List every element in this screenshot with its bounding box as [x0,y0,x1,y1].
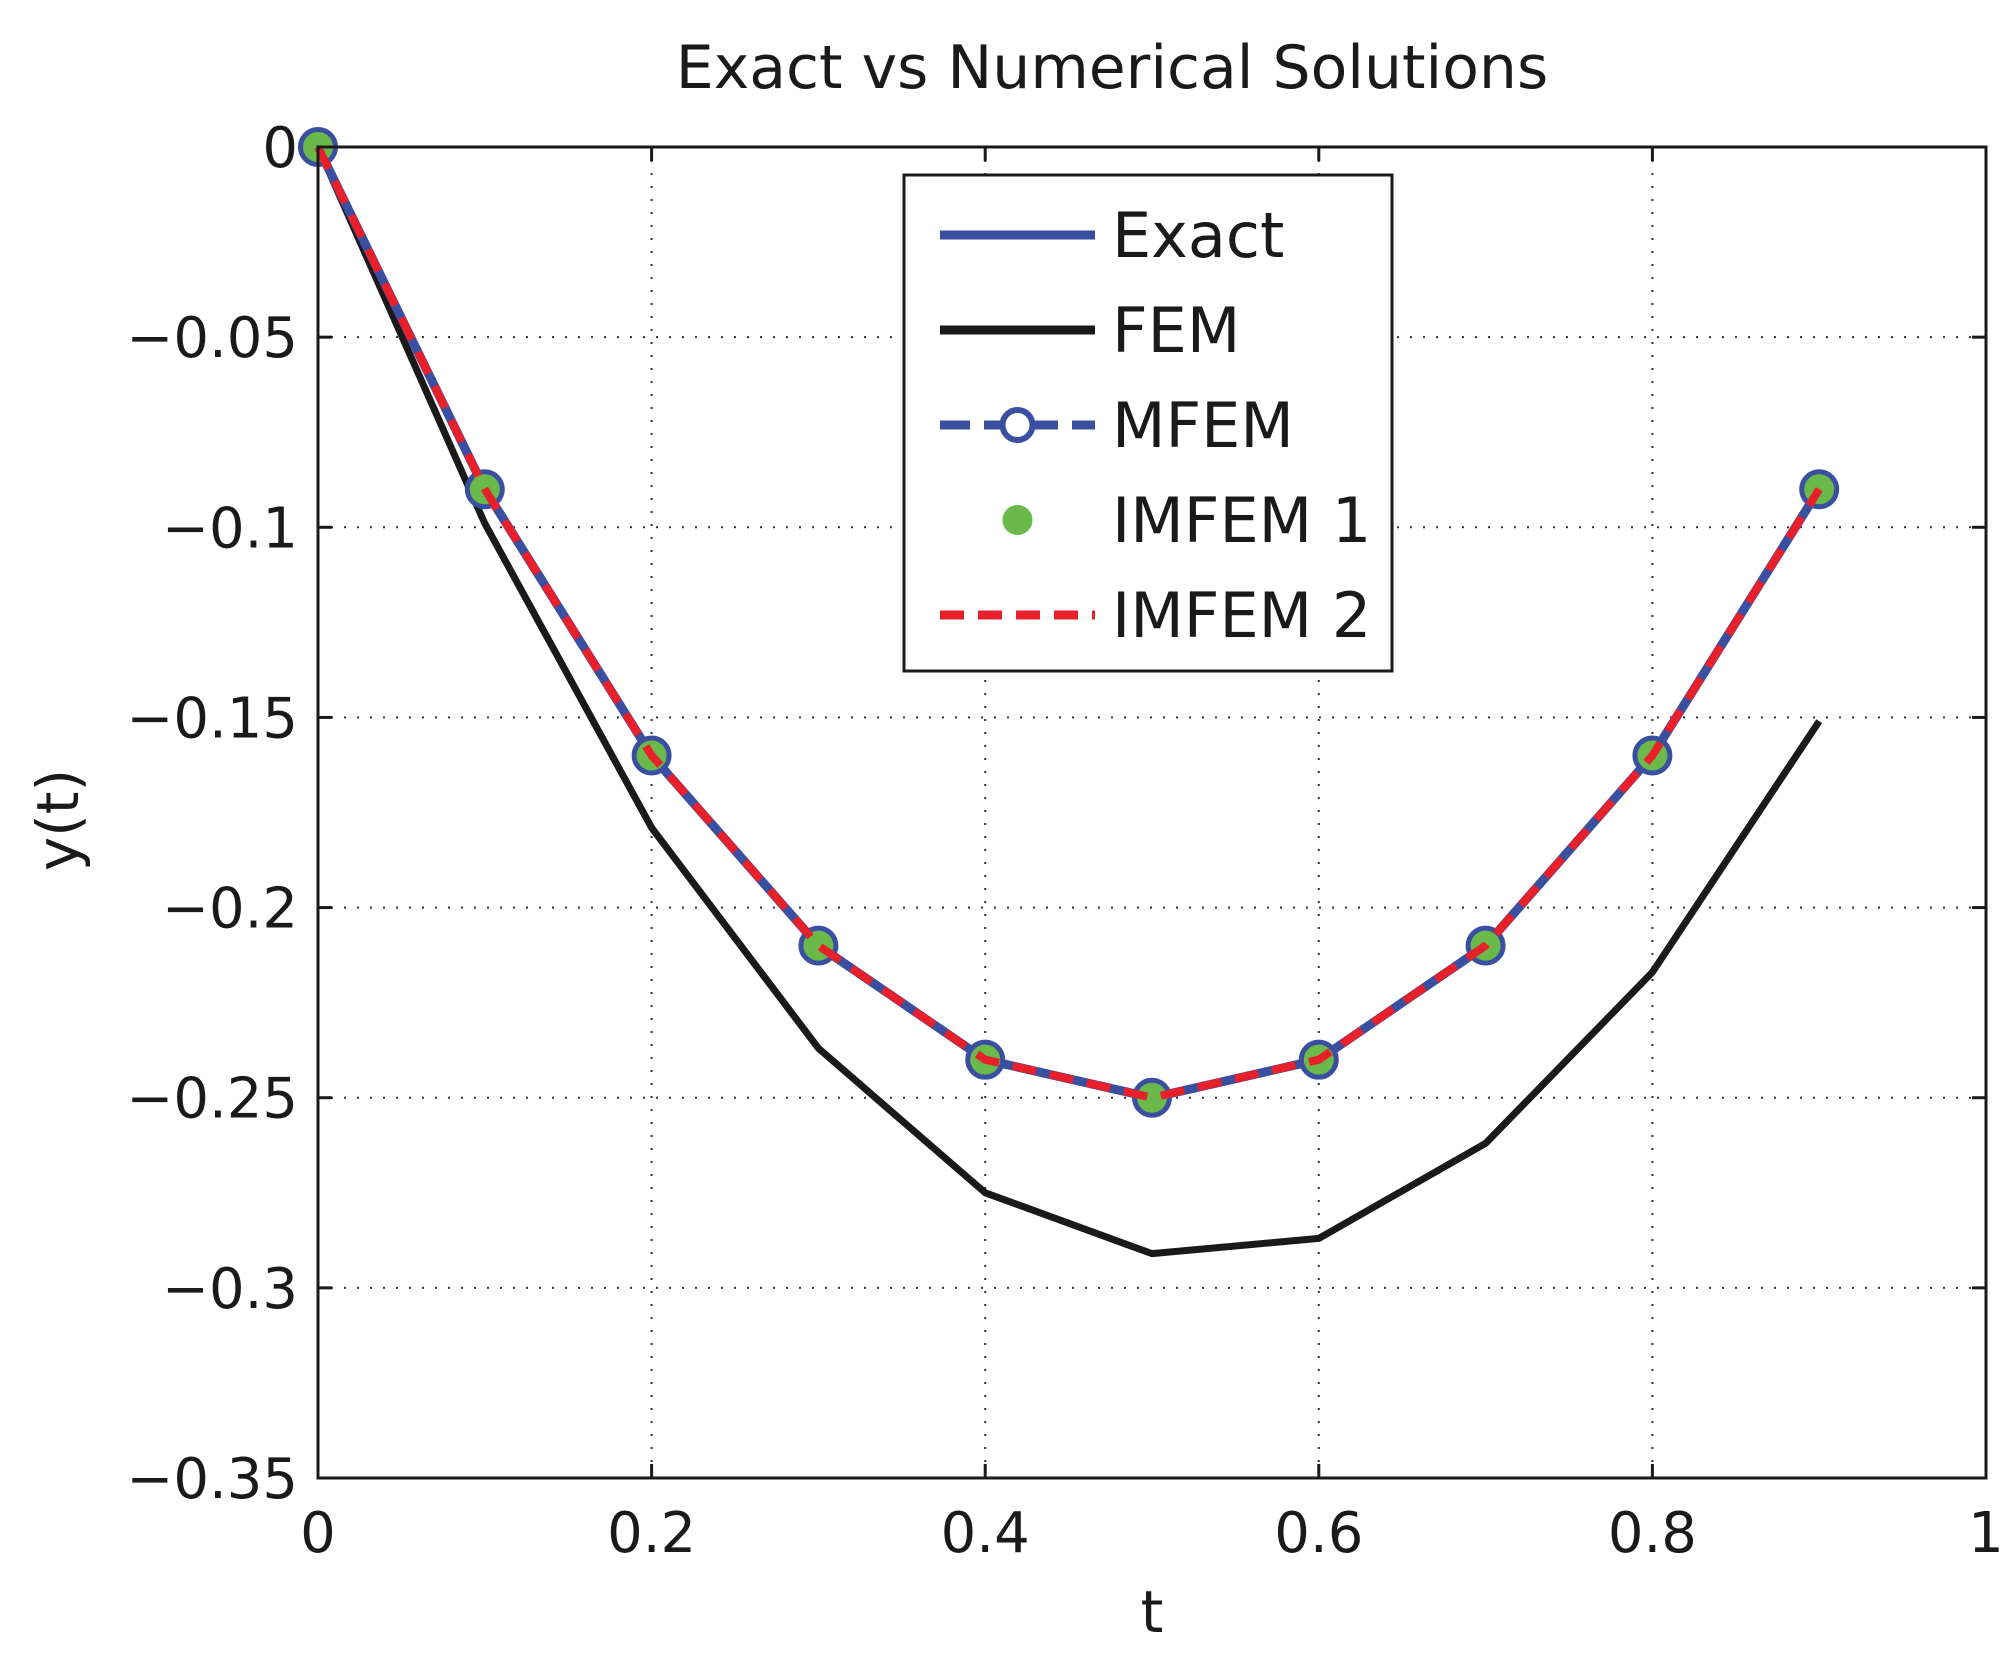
legend: Exact FEM MFEM IMFEM 1 IMFEM 2 [902,173,1394,673]
chart-title: Exact vs Numerical Solutions [676,33,1548,103]
legend-label-imfem-2: IMFEM 2 [1112,579,1371,652]
x-tick-label: 0 [300,1501,336,1566]
legend-label-imfem-1: IMFEM 1 [1112,484,1371,557]
series-line-fem [314,145,1823,1258]
x-tick-label: 0.8 [1608,1501,1697,1566]
axis-ticks: 0 0.2 0.4 0.6 0.8 1 0 −0.05 −0.1 −0.15 −0.2 −0.25 −0… [126,116,2003,1566]
x-tick-label: 0.6 [1274,1501,1363,1566]
y-tick-label: −0.3 [162,1257,298,1322]
legend-label-mfem: MFEM [1112,389,1294,462]
plot-frame [316,145,1988,1480]
series-line-imfem-2 [314,145,1823,1102]
y-tick-label: −0.35 [126,1447,298,1512]
y-tick-label: 0 [262,116,298,181]
series-layer [298,127,1840,1258]
y-tick-label: −0.25 [126,1067,298,1132]
y-tick-label: −0.05 [126,306,298,371]
data-point-imfem-1 [1137,1082,1167,1113]
x-axis-label: t [1141,1578,1164,1646]
legend-label-exact: Exact [1112,199,1284,272]
y-axis-label: y(t) [24,769,92,871]
y-tick-label: −0.1 [162,496,298,561]
x-tick-label: 0.2 [607,1501,696,1566]
legend-marker-mfem [999,407,1036,443]
x-tick-label: 0.4 [941,1501,1030,1566]
legend-label-fem: FEM [1112,294,1240,367]
legend-marker-imfem-1 [1002,505,1033,535]
y-tick-label: −0.2 [162,877,298,942]
y-tick-label: −0.15 [126,686,298,751]
x-tick-label: 1 [1968,1501,2004,1566]
